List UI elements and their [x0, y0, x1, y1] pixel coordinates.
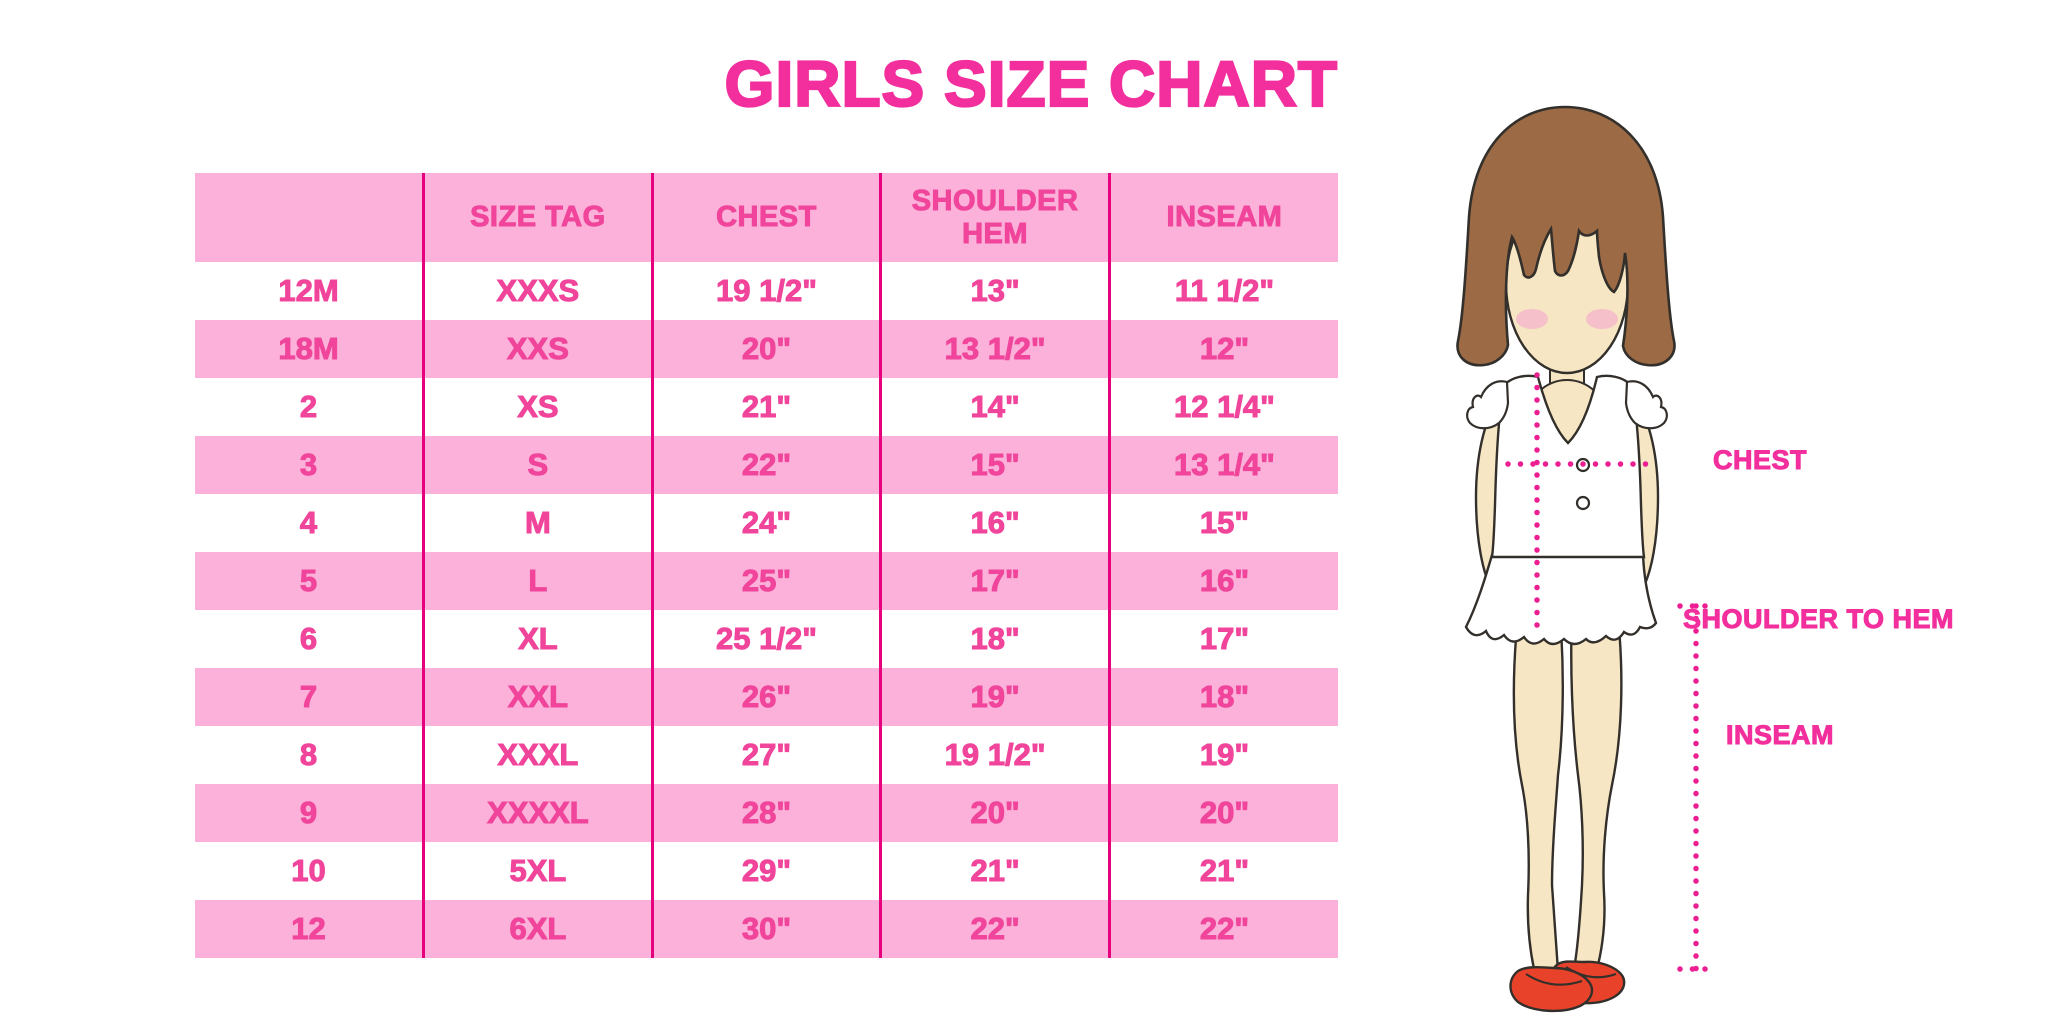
- table-cell: 5XL: [422, 842, 653, 900]
- table-cell: 12": [1107, 320, 1338, 378]
- table-cell: XXXL: [422, 726, 653, 784]
- table-cell: 22": [1107, 900, 1338, 958]
- girl-illustration: [1456, 105, 1716, 1013]
- header-row: SIZE TAG CHEST SHOULDER HEM INSEAM: [195, 173, 1338, 262]
- table-cell: 5: [299, 563, 318, 599]
- table-row: 12 6XL 30" 22" 22": [195, 900, 1338, 958]
- inseam-label: INSEAM: [1725, 720, 1835, 750]
- table-cell: 15": [1107, 494, 1338, 552]
- girl-shoe-left-strap: [1525, 973, 1583, 986]
- header-cell-chest: CHEST: [650, 173, 881, 262]
- table-cell: XS: [422, 378, 653, 436]
- header-cell-inseam: INSEAM: [1107, 173, 1338, 262]
- table-cell: 8: [299, 737, 318, 773]
- page-title: GIRLS SIZE CHART: [724, 48, 1339, 120]
- table-row: 5 L 25" 17" 16": [195, 552, 1338, 610]
- table-cell: 17": [879, 552, 1110, 610]
- table-cell: L: [422, 552, 653, 610]
- header-cell-size: [195, 173, 424, 262]
- girl-hair: [1456, 105, 1676, 367]
- shoulder-to-hem-label: SHOULDER TO HEM: [1682, 604, 1955, 634]
- table-cell: M: [422, 494, 653, 552]
- table-row: 18M XXS 20" 13 1/2" 12": [195, 320, 1338, 378]
- table-row: 3 S 22" 15" 13 1/4": [195, 436, 1338, 494]
- table-row: 12M XXXS 19 1/2" 13" 11 1/2": [195, 262, 1338, 320]
- table-cell: 9: [299, 795, 318, 831]
- size-table: SIZE TAG CHEST SHOULDER HEM INSEAM 12M XX…: [195, 173, 1338, 958]
- table-cell: 21": [1107, 842, 1338, 900]
- table-cell: 10: [291, 853, 326, 889]
- table-row: 10 5XL 29" 21" 21": [195, 842, 1338, 900]
- table-cell: 21": [650, 378, 881, 436]
- table-row: 8 XXXL 27" 19 1/2" 19": [195, 726, 1338, 784]
- table-cell: XXL: [422, 668, 653, 726]
- table-cell: 19 1/2": [650, 262, 881, 320]
- girl-ruffle-left: [1466, 380, 1510, 430]
- table-row: 2 XS 21" 14" 12 1/4": [195, 378, 1338, 436]
- table-cell: 18": [1107, 668, 1338, 726]
- size-table-body: 12M XXXS 19 1/2" 13" 11 1/2" 18M XXS 20" 13 1/2"…: [195, 262, 1338, 958]
- size-table-header: SIZE TAG CHEST SHOULDER HEM INSEAM: [195, 173, 1338, 262]
- header-cell-shoulder-hem: SHOULDER HEM: [879, 173, 1110, 262]
- table-cell: 20": [650, 320, 881, 378]
- table-cell: 28": [650, 784, 881, 842]
- table-cell: 26": [650, 668, 881, 726]
- table-row: 4 M 24" 16" 15": [195, 494, 1338, 552]
- table-cell: S: [422, 436, 653, 494]
- header-cell-size-tag: SIZE TAG: [422, 173, 653, 262]
- table-cell: 19 1/2": [879, 726, 1110, 784]
- girl-ruffle-right: [1624, 380, 1668, 430]
- table-cell: 25": [650, 552, 881, 610]
- table-cell: 16": [1107, 552, 1338, 610]
- table-cell: 22": [650, 436, 881, 494]
- table-cell: 12M: [278, 273, 339, 309]
- table-cell: 15": [879, 436, 1110, 494]
- table-cell: 7: [299, 679, 318, 715]
- table-cell: XL: [422, 610, 653, 668]
- table-cell: 12 1/4": [1107, 378, 1338, 436]
- table-cell: 29": [650, 842, 881, 900]
- table-cell: 18M: [278, 331, 339, 367]
- table-cell: 6: [299, 621, 318, 657]
- table-cell: XXS: [422, 320, 653, 378]
- table-row: 7 XXL 26" 19" 18": [195, 668, 1338, 726]
- table-cell: 20": [1107, 784, 1338, 842]
- girl-top-button-2: [1575, 495, 1591, 511]
- girl-leg-right: [1570, 613, 1623, 975]
- table-cell: 4: [299, 505, 318, 541]
- table-cell: 14": [879, 378, 1110, 436]
- table-cell: 16": [879, 494, 1110, 552]
- table-cell: 20": [879, 784, 1110, 842]
- table-cell: 3: [299, 447, 318, 483]
- table-cell: 19": [1107, 726, 1338, 784]
- table-cell: 25 1/2": [650, 610, 881, 668]
- table-row: 6 XL 25 1/2" 18" 17": [195, 610, 1338, 668]
- table-cell: 24": [650, 494, 881, 552]
- table-cell: 13 1/4": [1107, 436, 1338, 494]
- table-cell: 13 1/2": [879, 320, 1110, 378]
- table-cell: 21": [879, 842, 1110, 900]
- table-cell: 12: [291, 911, 326, 947]
- table-cell: 2: [299, 389, 318, 425]
- girl-skirt: [1464, 553, 1658, 646]
- chest-label: CHEST: [1712, 445, 1808, 475]
- table-cell: 27": [650, 726, 881, 784]
- girl-shoe-left: [1509, 965, 1594, 1013]
- table-cell: 17": [1107, 610, 1338, 668]
- table-cell: 18": [879, 610, 1110, 668]
- table-cell: XXXXL: [422, 784, 653, 842]
- girl-blush-right: [1586, 309, 1618, 329]
- table-cell: 22": [879, 900, 1110, 958]
- table-cell: 30": [650, 900, 881, 958]
- table-cell: 19": [879, 668, 1110, 726]
- table-cell: 6XL: [422, 900, 653, 958]
- girl-blush-left: [1516, 309, 1548, 329]
- table-cell: XXXS: [422, 262, 653, 320]
- table-row: 9 XXXXL 28" 20" 20": [195, 784, 1338, 842]
- girl-leg-left: [1512, 613, 1564, 973]
- table-cell: 11 1/2": [1107, 262, 1338, 320]
- table-cell: 13": [879, 262, 1110, 320]
